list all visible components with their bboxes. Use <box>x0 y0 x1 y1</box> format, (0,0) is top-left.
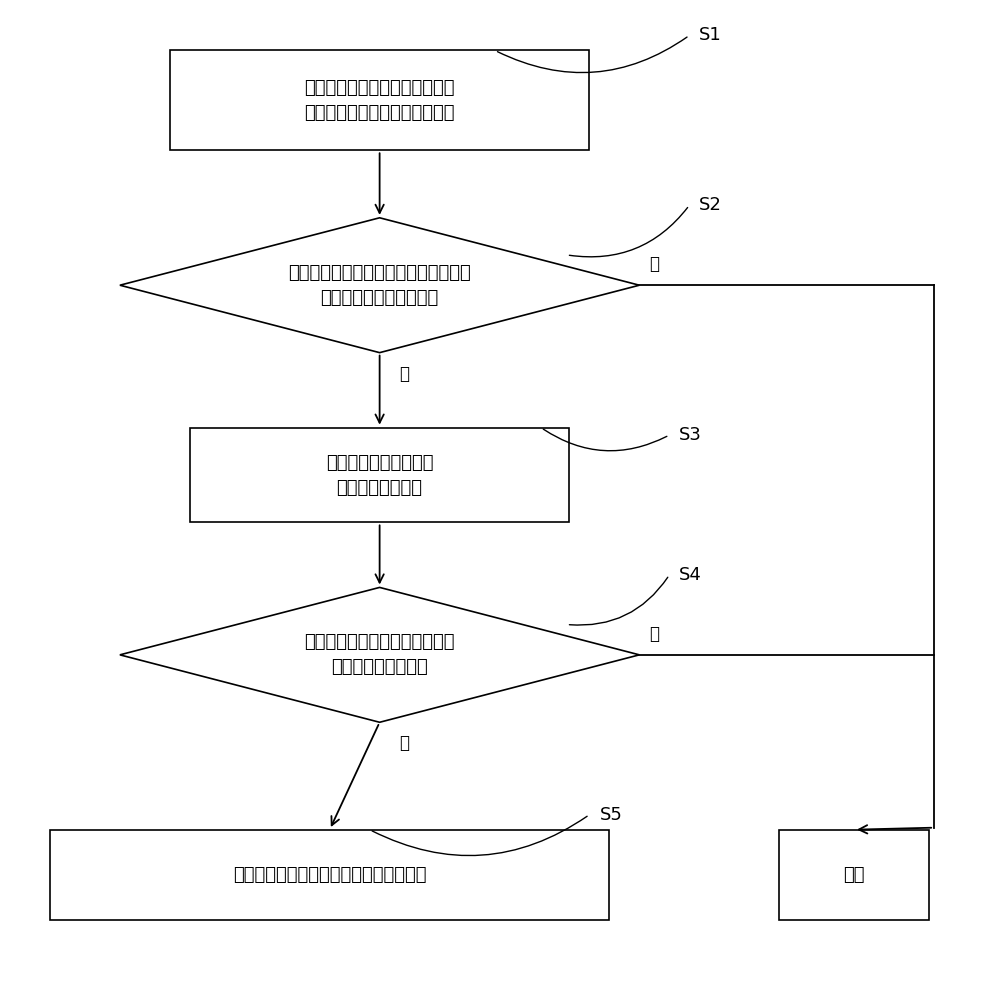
Text: 否: 否 <box>649 255 659 273</box>
Text: S1: S1 <box>699 26 722 44</box>
Text: S4: S4 <box>679 566 702 584</box>
Polygon shape <box>120 587 639 722</box>
Text: S3: S3 <box>679 426 702 444</box>
Polygon shape <box>120 218 639 353</box>
Text: 是: 是 <box>400 734 410 752</box>
FancyBboxPatch shape <box>779 830 929 920</box>
Text: 是: 是 <box>400 365 410 383</box>
Text: 接收包含交易码、请求发起时刻
及待查询时间段的用户访问请求: 接收包含交易码、请求发起时刻 及待查询时间段的用户访问请求 <box>305 79 455 122</box>
Text: 否: 否 <box>649 625 659 643</box>
Text: 判断所述用户访问请求对应的交易类型
是否为预设查询交易类型: 判断所述用户访问请求对应的交易类型 是否为预设查询交易类型 <box>289 264 471 307</box>
Text: 判断所述待查询时间段是否位于
所述可查询时间段内: 判断所述待查询时间段是否位于 所述可查询时间段内 <box>305 633 455 676</box>
Text: 根据所述请求发起时刻
确定可查询时间段: 根据所述请求发起时刻 确定可查询时间段 <box>326 454 434 497</box>
Text: S2: S2 <box>699 196 722 214</box>
Text: S5: S5 <box>599 806 622 824</box>
FancyBboxPatch shape <box>50 830 609 920</box>
Text: 确定将所述用户访问请求转发给灾备中心: 确定将所述用户访问请求转发给灾备中心 <box>233 866 427 884</box>
FancyBboxPatch shape <box>170 50 589 150</box>
Text: 结束: 结束 <box>843 866 865 884</box>
FancyBboxPatch shape <box>190 428 569 522</box>
